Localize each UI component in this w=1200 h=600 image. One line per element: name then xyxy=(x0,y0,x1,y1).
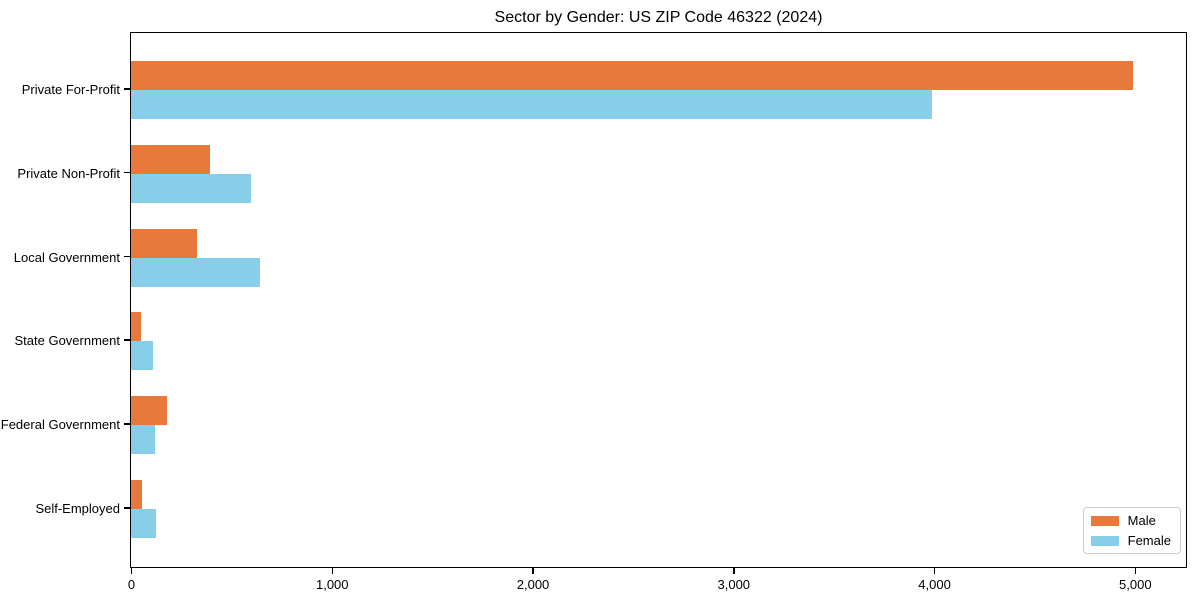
y-tick-state-government xyxy=(124,339,130,341)
bar-female-private-for-profit xyxy=(131,90,933,119)
y-axis-label-state-government: State Government xyxy=(14,333,121,349)
x-tick-4000 xyxy=(933,568,936,574)
bar-female-local-government xyxy=(131,257,261,287)
x-tick-0 xyxy=(130,568,133,574)
x-tick-label-5000: 5,000 xyxy=(1119,577,1152,592)
y-axis-label-private-non-profit: Private Non-Profit xyxy=(17,165,120,181)
y-axis-label-federal-government: Federal Government xyxy=(0,417,120,433)
bar-female-state-government xyxy=(131,341,154,371)
y-tick-self-employed xyxy=(124,507,130,509)
x-tick-2000 xyxy=(532,568,534,574)
bar-male-private-for-profit xyxy=(131,61,1133,90)
bar-male-self-employed xyxy=(131,480,143,509)
legend-label-male: Male xyxy=(1127,513,1156,528)
x-tick-label-0: 0 xyxy=(127,577,136,592)
bar-male-private-non-profit xyxy=(131,144,211,174)
bar-female-self-employed xyxy=(131,509,157,538)
legend-swatch-male xyxy=(1090,515,1119,526)
x-tick-1000 xyxy=(331,568,333,574)
legend-swatch-female xyxy=(1090,535,1119,546)
y-tick-private-non-profit xyxy=(124,171,130,174)
bar-male-state-government xyxy=(131,312,142,342)
x-tick-3000 xyxy=(733,568,735,574)
legend: Male Female xyxy=(1082,507,1181,554)
legend-item-male: Male xyxy=(1090,513,1171,528)
y-tick-federal-government xyxy=(124,423,130,425)
legend-label-female: Female xyxy=(1127,533,1171,548)
bar-male-federal-government xyxy=(131,396,168,426)
legend-item-female: Female xyxy=(1090,533,1171,548)
y-axis-label-local-government: Local Government xyxy=(13,249,120,265)
x-tick-label-1000: 1,000 xyxy=(315,577,349,592)
x-tick-label-2000: 2,000 xyxy=(516,577,550,592)
chart-title: Sector by Gender: US ZIP Code 46322 (202… xyxy=(494,9,823,26)
y-axis-label-self-employed: Self-Employed xyxy=(35,501,120,516)
y-tick-private-for-profit xyxy=(124,88,130,90)
plot-area: Male Female xyxy=(130,32,1187,568)
y-axis-label-private-for-profit: Private For-Profit xyxy=(21,82,120,97)
x-tick-5000 xyxy=(1134,568,1137,574)
bar-male-local-government xyxy=(131,228,198,258)
bar-female-private-non-profit xyxy=(131,173,252,203)
x-tick-label-3000: 3,000 xyxy=(717,577,751,592)
x-tick-label-4000: 4,000 xyxy=(918,577,951,592)
bar-female-federal-government xyxy=(131,425,156,455)
y-tick-local-government xyxy=(124,255,130,258)
